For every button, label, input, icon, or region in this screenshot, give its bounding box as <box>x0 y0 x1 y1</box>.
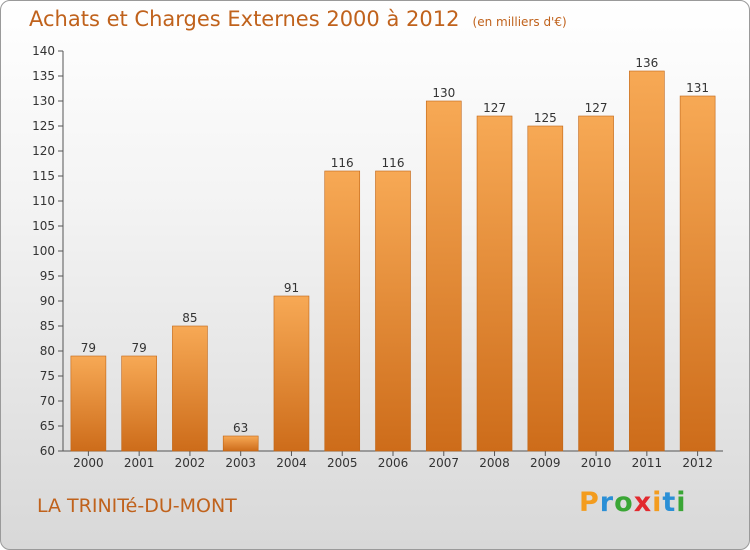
bar <box>375 170 411 452</box>
y-tick-label: 105 <box>32 219 55 233</box>
y-tick-label: 125 <box>32 119 55 133</box>
brand-letter: i <box>652 487 663 518</box>
x-tick-label: 2001 <box>124 456 155 470</box>
x-tick-label: 2008 <box>479 456 510 470</box>
x-tick-label: 2002 <box>175 456 206 470</box>
bar-value-label: 63 <box>233 421 248 435</box>
x-tick-label: 2006 <box>378 456 409 470</box>
x-tick-label: 2010 <box>581 456 612 470</box>
y-tick-label: 110 <box>32 194 55 208</box>
brand-letter: P <box>579 487 600 518</box>
x-tick-label: 2004 <box>276 456 307 470</box>
bar-value-label: 79 <box>132 341 147 355</box>
y-tick-label: 60 <box>40 444 55 458</box>
bar-value-label: 127 <box>483 101 506 115</box>
brand-letter: o <box>614 487 634 518</box>
brand-letter: r <box>599 487 615 518</box>
x-tick-label: 2009 <box>530 456 561 470</box>
bar <box>476 115 513 452</box>
y-tick-label: 115 <box>32 169 55 183</box>
proxiti-logo: Proxiti <box>579 487 687 518</box>
y-tick-label: 140 <box>32 44 55 58</box>
y-tick-label: 95 <box>40 269 55 283</box>
bar-value-label: 79 <box>81 341 96 355</box>
y-tick-label: 90 <box>40 294 55 308</box>
x-tick-label: 2005 <box>327 456 358 470</box>
x-tick-label: 2000 <box>73 456 104 470</box>
bar-layer: 79 79 85 63 91 116 116 130 127 125 127 136 131 <box>70 56 716 452</box>
x-tick-label: 2007 <box>428 456 459 470</box>
x-tick-label: 2012 <box>682 456 713 470</box>
chart-title: Achats et Charges Externes 2000 à 2012 (… <box>29 7 567 31</box>
bar-value-label: 116 <box>331 156 354 170</box>
bar <box>425 100 462 452</box>
bar-value-label: 136 <box>635 56 658 70</box>
bar-value-label: 130 <box>432 86 455 100</box>
brand-letter: i <box>676 487 687 518</box>
bar-value-label: 85 <box>182 311 197 325</box>
y-tick-label: 135 <box>32 69 55 83</box>
bar-value-label: 131 <box>686 81 709 95</box>
bar <box>121 355 157 452</box>
bar <box>172 325 208 452</box>
axis-layer: 60 65 70 75 80 85 90 95 100 105 110 115 120 125 130 135… <box>32 44 723 470</box>
bar <box>273 295 310 452</box>
y-tick-label: 80 <box>40 344 55 358</box>
chart-title-text: Achats et Charges Externes 2000 à 2012 <box>29 7 460 31</box>
bar <box>578 115 614 452</box>
chart-unit: (en milliers d'€) <box>472 15 567 29</box>
y-tick-label: 70 <box>40 394 55 408</box>
x-tick-label: 2011 <box>632 456 663 470</box>
brand-letter: t <box>662 487 677 518</box>
bar <box>222 435 259 452</box>
y-tick-label: 130 <box>32 94 55 108</box>
y-tick-label: 85 <box>40 319 55 333</box>
bar-value-label: 91 <box>284 281 299 295</box>
brand-letter: x <box>633 487 653 518</box>
location-name: LA TRINITé-DU-MONT <box>37 495 237 517</box>
bar <box>324 170 361 452</box>
bar-value-label: 116 <box>382 156 405 170</box>
bar-value-label: 125 <box>534 111 557 125</box>
y-tick-label: 75 <box>40 369 55 383</box>
y-tick-label: 65 <box>40 419 55 433</box>
bar <box>679 95 716 452</box>
bar-value-label: 127 <box>585 101 608 115</box>
bar <box>527 125 564 452</box>
y-tick-label: 100 <box>32 244 55 258</box>
x-tick-label: 2003 <box>225 456 256 470</box>
bar <box>629 70 665 452</box>
bar <box>70 355 107 452</box>
y-tick-label: 120 <box>32 144 55 158</box>
